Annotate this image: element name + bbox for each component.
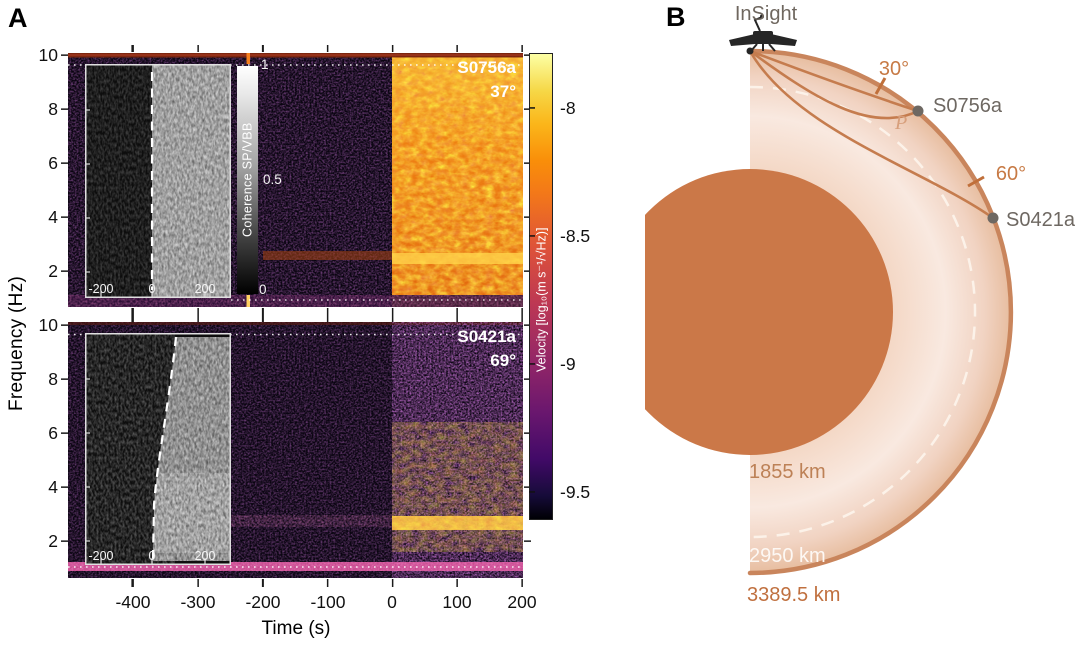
inset-tick: 0 — [149, 549, 156, 563]
inset-tick: 0 — [149, 282, 156, 296]
core-radius-label: 1855 km — [749, 461, 826, 483]
x-axis-ticks — [68, 579, 523, 587]
bottom-spec-right-ticks — [524, 322, 531, 578]
time-tick: 200 — [507, 592, 537, 612]
phase-label-p: P — [894, 112, 907, 134]
insight-lander-icon — [729, 14, 797, 55]
ray-path-s0421a — [748, 50, 994, 220]
mars-cross-section: InSight 30° 60° S0756a S0421a P 1855 km … — [645, 3, 1075, 606]
freq-axis-label: Frequency (Hz) — [6, 275, 27, 411]
velocity-tick: -9.5 — [560, 482, 591, 502]
time-tick: -300 — [180, 592, 216, 612]
event-distance: 69° — [490, 351, 516, 370]
bottom-spec-top-ticks — [68, 315, 523, 322]
coherence-colorbar-label: Coherence SP/VBB — [240, 122, 255, 238]
ray-path-s0756a-p — [749, 49, 919, 120]
surface-outline — [747, 48, 1014, 576]
angle-tick-30 — [874, 77, 887, 95]
coherence-tick-0: 0 — [259, 282, 267, 297]
time-tick: -400 — [115, 592, 151, 612]
coherence-colorbar: Coherence SP/VBB — [237, 66, 258, 294]
freq-tick: 8 — [48, 99, 58, 119]
time-axis-label: Time (s) — [261, 618, 331, 639]
angle-label-60: 60° — [996, 163, 1026, 185]
event-id: S0421a — [457, 327, 516, 346]
event-annotation: S0421a 69° — [457, 325, 516, 373]
inset-tick: 200 — [195, 549, 216, 563]
event-label-s0421a: S0421a — [1006, 209, 1075, 231]
coherence-tick-1: 1 — [261, 57, 269, 72]
spectrogram-s0756a: -200 0 200 Coherence SP/VBB 1 0.5 0 S075… — [68, 53, 523, 307]
freq-tick: 6 — [48, 153, 58, 173]
inset-tick: -200 — [88, 282, 113, 296]
glitch-mark-bottom — [246, 295, 250, 307]
freq-tick: 2 — [48, 531, 58, 551]
surface-radius-label: 3389.5 km — [747, 584, 840, 606]
velocity-tick: -8.5 — [560, 226, 591, 246]
velocity-colorbar-ticks — [529, 53, 535, 520]
panel-b-label: B — [666, 2, 686, 32]
time-tick: 100 — [442, 592, 472, 612]
freq-tick: 6 — [48, 423, 58, 443]
spectrogram-s0421a: -200 0 200 S0421a 69° — [68, 322, 523, 578]
inset-tick: 200 — [195, 282, 216, 296]
freq-tick: 8 — [48, 369, 58, 389]
top-spec-left-ticks — [61, 53, 68, 307]
event-marker-s0421a — [987, 212, 999, 224]
discontinuity-radius-label: 2950 km — [749, 545, 826, 567]
top-spec-bottom-ticks — [68, 308, 523, 315]
onset-dashed-line — [151, 336, 178, 560]
velocity-tick: -9 — [560, 354, 576, 374]
top-spec-top-ticks — [68, 45, 523, 52]
event-annotation: S0756a 37° — [457, 56, 516, 104]
freq-tick: 2 — [48, 261, 58, 281]
glitch-mark-top — [246, 53, 250, 64]
discontinuity-dashed-arc — [749, 85, 977, 539]
top-spec-right-ticks — [524, 53, 531, 307]
freq-tick: 4 — [48, 477, 58, 497]
bottom-spec-left-ticks — [61, 322, 68, 578]
time-tick: -100 — [310, 592, 346, 612]
freq-tick: 10 — [38, 45, 58, 65]
angle-tick-60 — [967, 175, 985, 188]
angle-label-30: 30° — [879, 58, 909, 80]
core — [645, 169, 893, 455]
event-id: S0756a — [457, 58, 516, 77]
ray-path-s0756a-shallow — [749, 49, 919, 113]
insight-label: InSight — [735, 3, 798, 25]
coherence-inset-s0756a: -200 0 200 — [85, 64, 231, 298]
freq-tick: 4 — [48, 207, 58, 227]
freq-tick: 10 — [38, 315, 58, 335]
time-tick: -200 — [245, 592, 281, 612]
event-label-s0756a: S0756a — [933, 95, 1003, 117]
velocity-colorbar-label: Velocity [log₁₀(m s⁻¹/√Hz)] — [534, 227, 549, 373]
time-tick: 0 — [387, 592, 397, 612]
velocity-tick: -8 — [560, 98, 576, 118]
coherence-tick-05: 0.5 — [263, 172, 282, 187]
event-distance: 37° — [490, 82, 516, 101]
coherence-inset-s0421a: -200 0 200 — [85, 333, 231, 565]
event-marker-s0756a — [912, 105, 924, 117]
panel-a-label: A — [8, 3, 28, 33]
inset-tick: -200 — [88, 549, 113, 563]
